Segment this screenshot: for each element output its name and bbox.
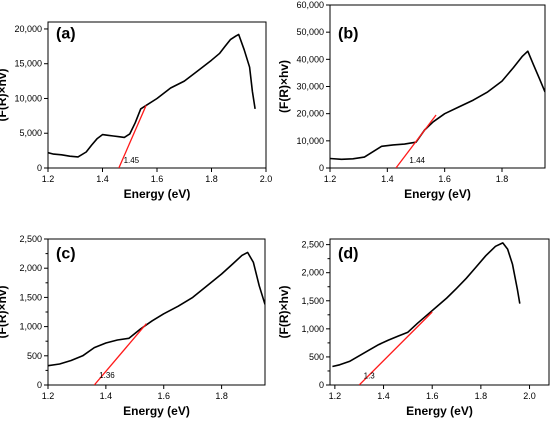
- x-tick-label: 1.4: [377, 391, 390, 401]
- chart-panel-1: 1.2 1.4 1.6 1.8 2.0 0 5,000 10,000 15,000 20,000 E…: [0, 21, 273, 201]
- tangent-fit-line: [358, 311, 433, 385]
- band-gap-annotation: 1.3: [364, 371, 376, 380]
- x-axis-label: Energy (eV): [406, 404, 473, 418]
- y-tick-label: 15,000: [14, 59, 42, 69]
- x-tick-label: 1.6: [438, 174, 451, 184]
- x-tick-label: 1.4: [96, 174, 109, 184]
- data-series-line: [330, 50, 545, 161]
- y-tick-label: 0: [319, 380, 324, 390]
- data-series-line: [332, 242, 521, 368]
- plot-frame: [47, 21, 267, 169]
- y-tick-label: 1,000: [19, 322, 42, 332]
- y-tick-label: 30,000: [296, 82, 324, 92]
- plot-frame: [47, 238, 266, 386]
- y-tick-label: 5,000: [19, 128, 42, 138]
- x-tick-label: 2.0: [523, 391, 536, 401]
- y-axis-label: (F(R)×hv): [0, 286, 9, 339]
- y-axis-label: (F(R)×hv): [277, 286, 291, 339]
- y-tick-label: 500: [309, 352, 324, 362]
- x-tick-label: 1.6: [426, 391, 439, 401]
- panel-label: (a): [56, 25, 76, 42]
- data-series-line: [48, 33, 256, 158]
- y-tick-label: 20,000: [296, 109, 324, 119]
- chart-panel-3: 1.2 1.4 1.6 1.8 0 500 1,000 1,500 2,000 2,500 Ener…: [0, 234, 266, 418]
- x-tick-label: 1.2: [324, 174, 337, 184]
- plot-frame: [329, 4, 546, 169]
- x-tick-label: 2.0: [260, 174, 273, 184]
- y-tick-label: 20,000: [14, 24, 42, 34]
- x-tick-label: 1.8: [475, 391, 488, 401]
- y-tick-label: 40,000: [296, 54, 324, 64]
- y-tick-label: 0: [319, 163, 324, 173]
- x-tick-label: 1.8: [496, 174, 509, 184]
- y-axis-label: (F(R)×hv): [0, 69, 9, 122]
- band-gap-annotation: 1.36: [99, 371, 115, 380]
- y-tick-label: 2,500: [301, 240, 324, 250]
- tangent-fit-line: [395, 114, 437, 168]
- panel-label: (c): [56, 245, 76, 262]
- y-tick-label: 2,500: [19, 234, 42, 244]
- y-tick-label: 60,000: [296, 0, 324, 10]
- y-tick-label: 0: [37, 380, 42, 390]
- x-tick-label: 1.8: [205, 174, 218, 184]
- y-tick-label: 10,000: [296, 136, 324, 146]
- x-axis-label: Energy (eV): [404, 187, 471, 201]
- x-tick-label: 1.2: [42, 174, 55, 184]
- y-tick-label: 1,500: [19, 292, 42, 302]
- panel-label: (b): [338, 25, 358, 42]
- plot-frame: [329, 238, 550, 386]
- y-tick-label: 50,000: [296, 27, 324, 37]
- x-tick-label: 1.4: [381, 174, 394, 184]
- band-gap-annotation: 1.45: [124, 156, 140, 165]
- y-tick-label: 10,000: [14, 93, 42, 103]
- x-axis-label: Energy (eV): [123, 404, 190, 418]
- x-tick-label: 1.2: [42, 391, 55, 401]
- tangent-fit-line: [118, 105, 147, 168]
- chart-panel-4: 1.2 1.4 1.6 1.8 2.0 0 500 1,000 1,500 2,000 2,500 E…: [277, 238, 550, 418]
- y-tick-label: 500: [27, 351, 42, 361]
- x-tick-label: 1.8: [215, 391, 228, 401]
- x-axis-label: Energy (eV): [124, 187, 191, 201]
- data-series-line: [48, 251, 265, 367]
- y-tick-label: 2,000: [19, 263, 42, 273]
- x-tick-label: 1.4: [100, 391, 113, 401]
- y-axis-label: (F(R)×hv): [277, 60, 291, 113]
- band-gap-annotation: 1.44: [409, 156, 425, 165]
- x-tick-label: 1.2: [329, 391, 342, 401]
- chart-panel-2: 1.2 1.4 1.6 1.8 0 10,000 20,000 30,000 40,000 50,…: [277, 0, 546, 201]
- x-tick-label: 1.6: [157, 391, 170, 401]
- tangent-fit-line: [93, 323, 147, 385]
- x-tick-label: 1.6: [151, 174, 164, 184]
- panel-label: (d): [338, 245, 358, 262]
- y-tick-label: 1,000: [301, 324, 324, 334]
- y-tick-label: 2,000: [301, 268, 324, 278]
- y-tick-label: 1,500: [301, 296, 324, 306]
- y-tick-label: 0: [37, 163, 42, 173]
